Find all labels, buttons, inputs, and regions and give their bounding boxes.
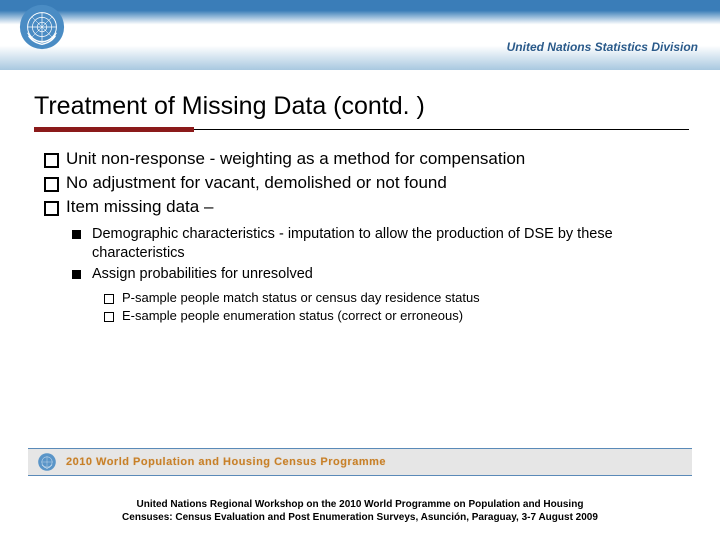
footer-band-text: 2010 World Population and Housing Census… [66,456,386,468]
title-rule-thin [194,129,689,130]
un-logo-icon [18,3,66,51]
bullet-level3: P-sample people match status or census d… [104,290,674,307]
footer-line1: United Nations Regional Workshop on the … [137,499,584,510]
footer-workshop-text: United Nations Regional Workshop on the … [40,498,680,524]
footer-line2: Censuses: Census Evaluation and Post Enu… [122,512,598,523]
bullet-level1: Item missing data – [44,196,674,218]
bullet-level3: E-sample people enumeration status (corr… [104,308,674,325]
content-area: Unit non-response - weighting as a metho… [44,148,674,326]
bullet-level1: Unit non-response - weighting as a metho… [44,148,674,170]
slide-title: Treatment of Missing Data (contd. ) [34,92,425,121]
header-org-title: United Nations Statistics Division [507,40,698,54]
bullet-level1: No adjustment for vacant, demolished or … [44,172,674,194]
header-band: United Nations Statistics Division [0,0,720,70]
title-rule-thick [34,127,194,132]
footer-programme-band: 2010 World Population and Housing Census… [28,448,692,476]
bullet-level2: Assign probabilities for unresolved [72,265,674,284]
census-programme-icon [36,452,58,472]
bullet-level2: Demographic characteristics - imputation… [72,225,674,263]
